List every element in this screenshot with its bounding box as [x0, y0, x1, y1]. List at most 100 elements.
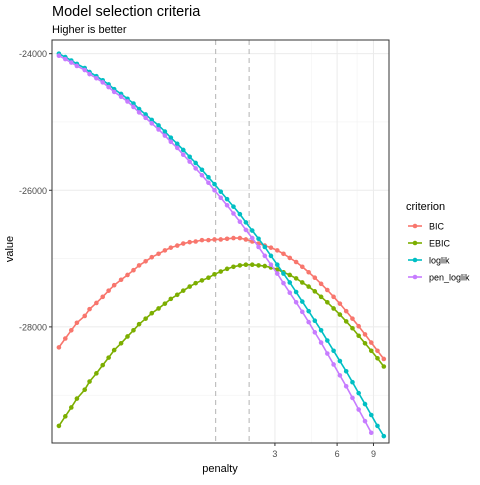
data-point-bic — [325, 287, 330, 293]
data-point-ebic — [318, 294, 324, 300]
legend-key-point — [412, 274, 418, 280]
data-point-pen-loglik — [274, 271, 280, 276]
data-point-pen-loglik — [224, 203, 230, 208]
data-point-loglik — [231, 204, 236, 209]
data-point-pen-loglik — [331, 362, 336, 367]
y-tick-label: -28000 — [19, 322, 47, 332]
data-point-loglik — [206, 174, 211, 180]
data-point-pen-loglik — [281, 280, 286, 286]
data-point-bic — [199, 237, 205, 243]
data-point-ebic — [87, 379, 92, 384]
data-point-loglik — [312, 318, 318, 324]
data-point-loglik — [180, 147, 186, 153]
data-point-loglik — [268, 253, 274, 259]
data-point-pen-loglik — [262, 253, 268, 259]
data-point-pen-loglik — [180, 152, 186, 158]
data-point-ebic — [218, 269, 224, 274]
data-point-loglik — [318, 328, 324, 333]
data-point-ebic — [224, 266, 230, 272]
data-point-pen-loglik — [231, 211, 236, 216]
data-point-loglik — [149, 117, 155, 123]
data-point-ebic — [174, 292, 180, 298]
grid-major — [52, 40, 389, 443]
data-point-loglik — [218, 189, 224, 194]
data-point-ebic — [381, 364, 387, 369]
data-point-pen-loglik — [243, 227, 249, 233]
data-point-bic — [224, 236, 230, 242]
data-point-loglik — [256, 236, 261, 242]
data-point-pen-loglik — [318, 340, 324, 345]
data-point-bic — [281, 251, 286, 257]
data-point-pen-loglik — [156, 127, 161, 132]
data-point-loglik — [199, 167, 205, 173]
data-point-pen-loglik — [106, 84, 111, 90]
legend-title: criterion — [406, 201, 445, 213]
data-point-pen-loglik — [143, 115, 148, 121]
data-point-ebic — [262, 263, 268, 269]
y-tick-label: -24000 — [19, 49, 47, 59]
data-point-bic — [212, 237, 217, 242]
data-point-pen-loglik — [149, 121, 155, 126]
data-point-bic — [243, 237, 249, 242]
data-point-pen-loglik — [268, 262, 274, 268]
data-point-ebic — [131, 328, 136, 333]
data-point-bic — [187, 239, 192, 245]
data-point-pen-loglik — [293, 299, 299, 305]
data-point-pen-loglik — [237, 219, 243, 224]
data-point-pen-loglik — [162, 133, 168, 138]
data-point-ebic — [125, 334, 130, 339]
data-point-loglik — [287, 280, 293, 285]
data-point-ebic — [82, 387, 88, 393]
data-point-bic — [111, 282, 117, 288]
data-point-loglik — [237, 211, 243, 217]
data-point-ebic — [306, 284, 311, 289]
data-point-loglik — [306, 308, 311, 314]
reference-lines — [215, 40, 250, 443]
data-point-pen-loglik — [368, 430, 374, 436]
data-point-pen-loglik — [74, 63, 80, 69]
data-point-ebic — [149, 310, 155, 316]
data-point-pen-loglik — [206, 180, 211, 186]
legend-label: EBIC — [429, 239, 451, 249]
data-point-pen-loglik — [306, 319, 311, 325]
data-point-ebic — [199, 278, 205, 283]
data-point-loglik — [281, 271, 286, 276]
data-point-bic — [318, 281, 324, 287]
data-point-pen-loglik — [350, 395, 355, 401]
data-point-pen-loglik — [100, 80, 106, 85]
data-point-bic — [306, 269, 311, 275]
data-point-bic — [106, 288, 111, 293]
data-point-bic — [125, 272, 130, 278]
data-point-loglik — [143, 112, 148, 117]
data-point-loglik — [343, 368, 349, 374]
data-point-ebic — [136, 321, 142, 327]
data-point-bic — [82, 313, 88, 319]
data-point-ebic — [337, 312, 343, 317]
data-point-bic — [180, 241, 186, 246]
data-point-bic — [312, 275, 318, 281]
x-axis-label: penalty — [202, 463, 238, 475]
data-point-pen-loglik — [56, 53, 62, 59]
data-point-ebic — [368, 348, 374, 354]
data-point-ebic — [143, 316, 148, 321]
data-point-bic — [268, 245, 274, 250]
data-point-bic — [287, 255, 293, 261]
data-point-loglik — [293, 289, 299, 295]
data-point-bic — [368, 340, 374, 345]
data-point-pen-loglik — [136, 110, 142, 115]
data-point-loglik — [156, 123, 161, 128]
data-point-bic — [131, 267, 136, 273]
data-point-loglik — [193, 160, 198, 166]
data-point-ebic — [106, 355, 111, 360]
axis-ticks: -24000 -26000 -28000 3 6 9 — [19, 49, 376, 459]
data-point-bic — [74, 320, 80, 326]
data-point-loglik — [174, 141, 180, 147]
data-point-bic — [206, 237, 211, 243]
data-point-ebic — [111, 347, 117, 353]
legend: criterion BIC EBIC loglik pen_loglik — [406, 201, 470, 283]
data-point-loglik — [262, 244, 268, 250]
panel-border — [51, 39, 390, 444]
legend-item-bic: BIC — [408, 222, 445, 232]
data-point-loglik — [362, 401, 368, 407]
